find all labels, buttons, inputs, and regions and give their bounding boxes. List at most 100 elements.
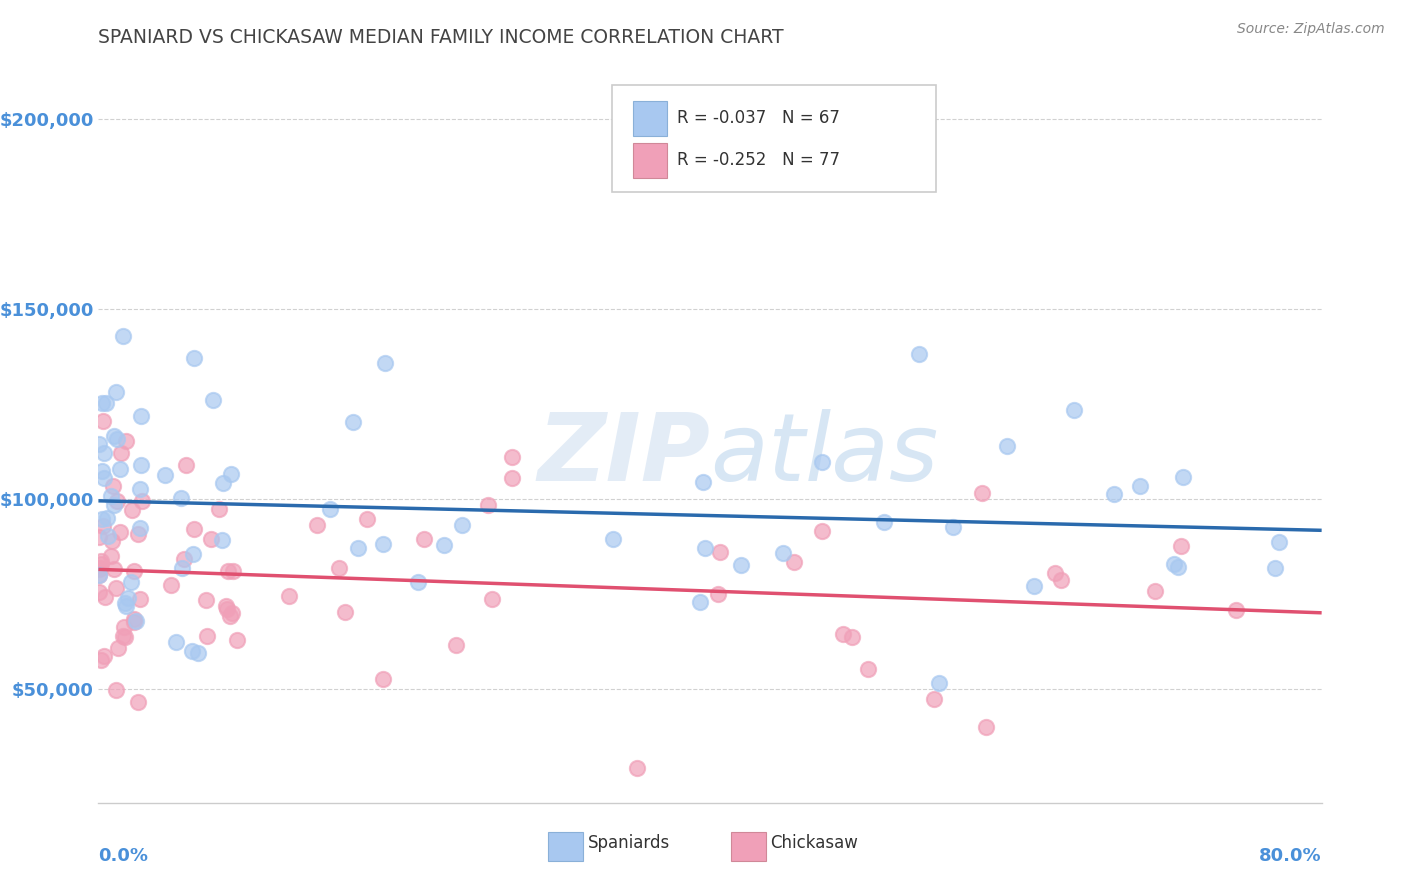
Point (602, 532, 624, 546)
Point (208, 502, 231, 516)
Bar (633, 143, 668, 178)
Point (103, 498, 125, 512)
Point (928, 675, 950, 690)
Point (93, 445, 115, 459)
Point (1050, 573, 1073, 587)
Point (129, 591, 152, 606)
Point (873, 515, 896, 529)
Point (103, 561, 125, 575)
Point (1225, 603, 1247, 617)
Point (1129, 479, 1152, 493)
Point (90, 653, 112, 667)
Point (221, 606, 243, 620)
Point (305, 518, 328, 533)
Point (1043, 566, 1066, 581)
Point (811, 455, 834, 469)
Point (218, 609, 240, 624)
Point (1063, 403, 1085, 417)
Point (117, 591, 139, 605)
Point (214, 599, 236, 613)
Point (100, 489, 122, 503)
Point (451, 518, 474, 533)
Point (408, 574, 430, 589)
Point (200, 532, 222, 546)
Point (107, 641, 129, 656)
Point (93, 414, 115, 428)
Point (215, 602, 238, 616)
Point (87, 436, 110, 450)
Point (219, 467, 242, 481)
Point (194, 592, 217, 607)
Point (772, 546, 794, 560)
Point (108, 461, 131, 475)
FancyBboxPatch shape (612, 85, 936, 192)
Text: R = -0.252   N = 77: R = -0.252 N = 77 (678, 152, 839, 169)
Point (87, 584, 110, 599)
Text: Source: ZipAtlas.com: Source: ZipAtlas.com (1237, 22, 1385, 37)
Point (730, 558, 752, 572)
Point (122, 615, 145, 629)
Point (444, 639, 467, 653)
Point (90, 557, 112, 571)
Point (90, 512, 112, 526)
Point (970, 486, 993, 500)
Text: ZIP: ZIP (537, 409, 710, 500)
Point (121, 503, 143, 517)
Point (908, 347, 931, 361)
Point (328, 561, 350, 575)
Point (342, 416, 364, 430)
Text: Chickasaw: Chickasaw (770, 834, 858, 852)
Point (356, 512, 378, 526)
Point (89, 561, 111, 575)
Point (783, 555, 806, 569)
Point (181, 547, 204, 561)
Point (153, 467, 176, 482)
Point (122, 612, 145, 626)
Point (195, 629, 218, 643)
Point (995, 439, 1018, 453)
Point (810, 524, 832, 538)
Point (211, 533, 233, 547)
Point (942, 520, 965, 534)
Point (709, 545, 731, 559)
Point (115, 599, 138, 614)
Point (181, 644, 204, 658)
Text: SPANIARD VS CHICKASAW MEDIAN FAMILY INCOME CORRELATION CHART: SPANIARD VS CHICKASAW MEDIAN FAMILY INCO… (98, 28, 785, 47)
Point (626, 762, 648, 776)
Point (170, 491, 193, 505)
Point (692, 475, 714, 490)
Point (693, 541, 716, 555)
Point (97, 529, 120, 543)
Point (131, 409, 153, 424)
Point (91, 464, 114, 478)
Point (129, 458, 152, 472)
Point (127, 695, 149, 709)
Point (87, 530, 110, 544)
Point (1170, 539, 1192, 553)
Point (1167, 559, 1189, 574)
Bar (633, 101, 668, 136)
Point (1022, 579, 1045, 593)
Point (101, 534, 124, 549)
Point (122, 564, 145, 578)
Point (87, 567, 110, 582)
Text: 80.0%: 80.0% (1258, 847, 1322, 865)
Point (212, 476, 235, 491)
Point (335, 606, 357, 620)
Point (90, 553, 112, 567)
Point (689, 595, 711, 609)
Point (477, 498, 499, 512)
Point (87, 568, 110, 582)
Text: R = -0.037   N = 67: R = -0.037 N = 67 (678, 110, 839, 128)
Point (1144, 584, 1167, 599)
Point (111, 329, 134, 343)
Point (374, 356, 396, 370)
Point (165, 635, 187, 649)
Point (433, 538, 456, 552)
Point (104, 385, 127, 400)
Point (1264, 561, 1286, 575)
Point (174, 458, 197, 472)
Point (91, 395, 114, 409)
Point (160, 578, 183, 592)
Point (114, 630, 136, 644)
